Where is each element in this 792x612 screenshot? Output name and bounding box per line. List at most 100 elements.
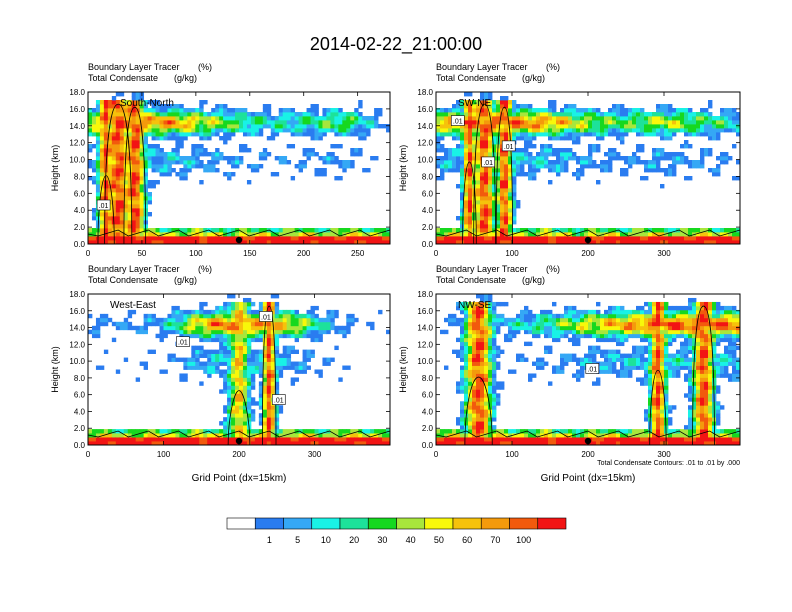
field-cell <box>548 433 553 438</box>
field-cell <box>278 429 284 434</box>
field-cell <box>298 433 303 438</box>
field-cell <box>239 317 244 323</box>
x-tick-label: 100 <box>189 249 203 258</box>
field-cell <box>508 333 513 339</box>
field-cell <box>103 132 109 137</box>
field-cell <box>552 120 557 125</box>
field-cell <box>119 160 125 165</box>
field-cell <box>468 385 473 390</box>
field-cell <box>540 361 545 366</box>
field-cell <box>350 441 355 446</box>
field-cell <box>680 120 685 125</box>
field-cell <box>250 433 256 438</box>
field-cell <box>278 108 284 113</box>
field-cell <box>207 240 212 245</box>
field-cell <box>223 405 228 410</box>
field-cell <box>484 196 489 201</box>
field-cell <box>472 321 477 327</box>
field-cell <box>223 128 228 133</box>
field-cell <box>468 313 473 319</box>
field-cell <box>187 321 192 327</box>
field-cell <box>302 116 307 121</box>
field-cell <box>139 176 145 181</box>
field-cell <box>167 152 172 157</box>
field-cell <box>532 112 537 117</box>
field-cell <box>500 188 505 193</box>
field-cell <box>588 321 593 327</box>
field-cell <box>163 441 168 446</box>
field-cell <box>127 168 133 173</box>
field-cell <box>143 152 148 157</box>
field-cell <box>480 120 485 125</box>
field-cell <box>500 200 505 205</box>
field-cell <box>588 152 593 157</box>
field-cell <box>123 224 129 229</box>
field-cell <box>175 124 180 129</box>
field-cell <box>250 437 256 442</box>
field-cell <box>326 124 331 129</box>
field-cell <box>250 377 256 382</box>
field-cell <box>362 228 367 233</box>
field-cell <box>616 152 621 157</box>
field-cell <box>624 172 629 177</box>
field-cell <box>203 441 208 446</box>
field-cell <box>306 365 311 370</box>
field-cell <box>580 437 585 442</box>
field-cell <box>508 329 513 335</box>
field-cell <box>468 108 473 113</box>
field-cell <box>692 164 697 169</box>
field-cell <box>227 433 232 438</box>
field-cell <box>254 325 260 331</box>
field-cell <box>187 120 192 125</box>
field-cell <box>135 441 141 446</box>
field-cell <box>314 124 319 129</box>
field-cell <box>496 349 501 354</box>
field-cell <box>440 160 445 165</box>
field-cell <box>143 104 148 109</box>
field-cell <box>488 329 493 335</box>
field-cell <box>504 100 509 105</box>
field-cell <box>552 132 557 137</box>
field-cell <box>464 200 469 205</box>
field-cell <box>584 128 589 133</box>
field-cell <box>732 128 737 133</box>
field-cell <box>99 196 105 201</box>
field-cell <box>484 100 489 105</box>
field-cell <box>508 180 513 185</box>
field-cell <box>274 333 280 339</box>
field-cell <box>254 120 260 125</box>
field-cell <box>183 321 188 327</box>
field-cell <box>378 240 383 245</box>
field-cell <box>258 305 264 311</box>
field-cell <box>346 236 351 241</box>
field-cell <box>254 401 260 406</box>
field-cell <box>119 192 125 197</box>
field-cell <box>95 128 101 133</box>
field-cell <box>127 188 133 193</box>
field-cell <box>516 357 521 362</box>
field-cell <box>334 112 339 117</box>
field-cell <box>179 240 184 245</box>
field-cell <box>592 325 597 331</box>
field-cell <box>191 156 196 161</box>
field-cell <box>127 224 133 229</box>
field-cell <box>127 132 133 137</box>
field-cell <box>155 156 160 161</box>
field-cell <box>560 365 565 370</box>
field-cell <box>548 441 553 446</box>
field-cell <box>350 313 355 319</box>
field-cell <box>560 168 565 173</box>
field-cell <box>231 357 236 362</box>
field-cell <box>274 124 280 129</box>
field-cell <box>572 321 577 327</box>
field-cell <box>239 385 244 390</box>
field-cell <box>488 232 493 237</box>
field-cell <box>262 361 268 366</box>
field-cell <box>242 313 248 319</box>
field-cell <box>151 120 156 125</box>
field-cell <box>115 232 121 237</box>
field-cell <box>258 301 264 307</box>
field-cell <box>95 333 101 339</box>
field-cell <box>540 313 545 319</box>
field-cell <box>262 381 268 386</box>
